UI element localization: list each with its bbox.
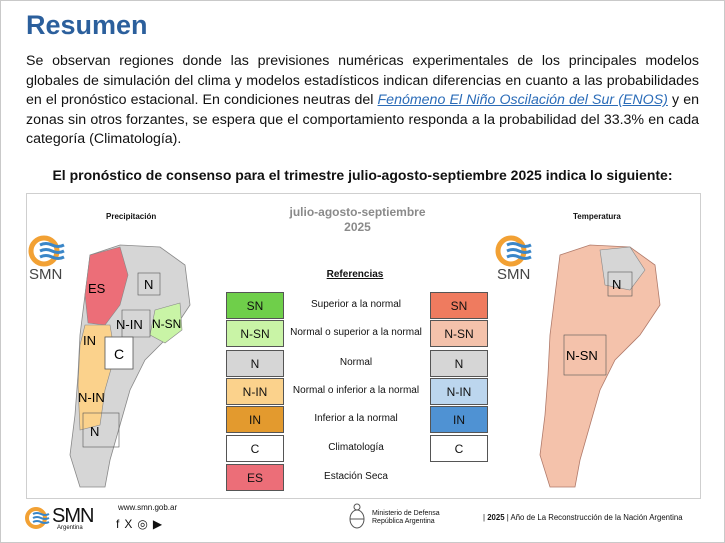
footer-year-banner: | 2025 | Año de La Reconstrucción de la … — [483, 513, 683, 522]
forecast-period: julio-agosto-septiembre 2025 — [280, 205, 435, 235]
precip-map-label: Precipitación — [106, 212, 157, 221]
smn-logo-text-left: SMN — [29, 266, 63, 283]
temp-region-n: N — [612, 277, 621, 292]
precip-region-n-sn: N-SN — [152, 317, 181, 331]
instagram-icon[interactable]: ◎ — [137, 517, 153, 531]
youtube-icon[interactable]: ▶ — [152, 517, 168, 531]
x-icon[interactable]: X — [124, 517, 138, 531]
legend-temp-box: IN — [430, 406, 488, 433]
social-icons: fX◎▶ — [116, 517, 167, 531]
intro-text-2: y en zonas sin otros forzantes, se esper… — [26, 92, 699, 148]
legend-precip-box: ES — [226, 464, 284, 491]
precip-region-n-south: N — [90, 424, 99, 439]
national-shield-icon — [349, 503, 365, 529]
legend-temp-box: C — [430, 435, 488, 462]
footer-year: 2025 — [487, 513, 505, 522]
legend-label: Inferior a la normal — [314, 413, 398, 424]
precip-region-in: IN — [83, 333, 96, 348]
ministry-line-2: República Argentina — [372, 518, 435, 525]
legend-temp-box: N — [430, 350, 488, 377]
smn-logo-icon — [28, 235, 65, 267]
footer-logo-sub: Argentina — [57, 525, 83, 531]
legend-label: Climatología — [328, 442, 384, 453]
legend-label: Normal — [339, 357, 373, 368]
ministry-line-1: Ministerio de Defensa — [372, 510, 440, 517]
legend-label: Estación Seca — [324, 471, 388, 482]
forecast-subtitle: El pronóstico de consenso para el trimes… — [52, 167, 673, 183]
footer-year-text: Año de La Reconstrucción de la Nación Ar… — [510, 513, 683, 522]
enos-link[interactable]: Fenómeno El Niño Oscilación del Sur (ENO… — [377, 92, 668, 109]
legend-precip-box: IN — [226, 406, 284, 433]
legend-label: Normal o inferior a la normal — [292, 385, 420, 396]
period-year: 2025 — [344, 220, 371, 234]
precip-region-n-in-south: N-IN — [78, 390, 105, 405]
legend-title: Referencias — [326, 269, 384, 280]
legend-precip-box: SN — [226, 292, 284, 319]
precip-region-n-north: N — [144, 277, 153, 292]
legend-precip-box: N-IN — [226, 378, 284, 405]
legend-precip-box: N — [226, 350, 284, 377]
period-months: julio-agosto-septiembre — [289, 205, 426, 219]
intro-text-1: Se observan regiones donde las prevision… — [26, 53, 699, 109]
temp-region-n-sn: N-SN — [566, 348, 598, 363]
smn-logo-icon-right — [495, 235, 532, 267]
legend-label: Superior a la normal — [310, 299, 402, 310]
footer: SMN Argentina www.smn.gob.ar fX◎▶ Minist… — [0, 497, 725, 543]
legend-temp-box: N-IN — [430, 378, 488, 405]
intro-paragraph: Se observan regiones donde las prevision… — [26, 52, 699, 150]
legend-precip-box: C — [226, 435, 284, 462]
facebook-icon[interactable]: f — [116, 517, 125, 531]
footer-smn-icon — [25, 507, 50, 529]
page-title: Resumen — [26, 10, 148, 40]
precip-region-n-in-center: N-IN — [116, 317, 143, 332]
legend-precip-box: N-SN — [226, 320, 284, 347]
legend-temp-box: SN — [430, 292, 488, 319]
legend-label: Normal o superior a la normal — [290, 327, 422, 338]
temp-map: N N-SN — [539, 244, 661, 488]
legend-temp-box: N-SN — [430, 320, 488, 347]
precip-map: ES N N-IN N-SN IN C N-IN N — [69, 244, 191, 488]
ministry-label: Ministerio de Defensa República Argentin… — [372, 510, 440, 526]
precip-region-es: ES — [88, 281, 106, 296]
footer-logo-text: SMN — [52, 505, 94, 527]
precip-region-c: C — [114, 346, 124, 362]
footer-url[interactable]: www.smn.gob.ar — [118, 503, 178, 512]
smn-logo-text-right: SMN — [497, 266, 531, 283]
temp-map-label: Temperatura — [573, 212, 621, 221]
